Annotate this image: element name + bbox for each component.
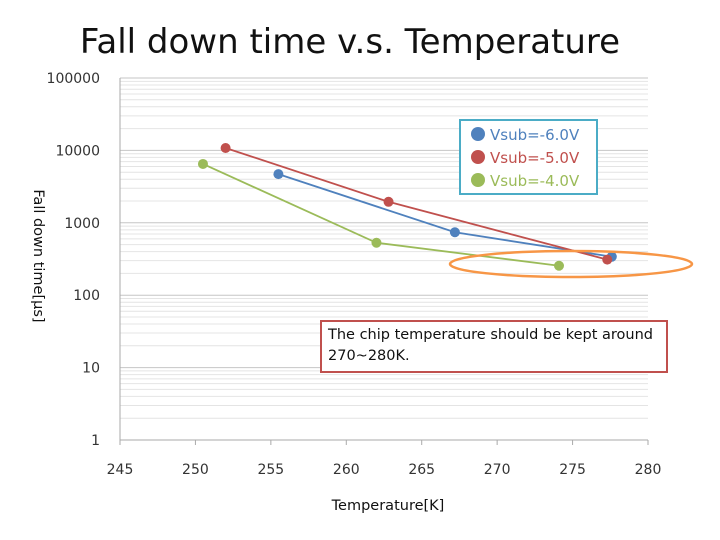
y-tick-label: 1000 <box>64 216 100 232</box>
x-axis-label: Temperature[K] <box>331 498 445 514</box>
annotation-note: The chip temperature should be kept arou… <box>320 320 668 373</box>
data-point <box>197 158 208 169</box>
legend-label: Vsub=-4.0V <box>490 172 580 190</box>
data-point <box>553 260 564 271</box>
y-tick-label: 10 <box>82 361 100 377</box>
data-point <box>449 227 460 238</box>
x-tick-label: 260 <box>333 462 360 478</box>
legend-marker <box>471 127 485 141</box>
legend-marker <box>471 173 485 187</box>
x-tick-label: 270 <box>484 462 511 478</box>
x-tick-label: 250 <box>182 462 209 478</box>
legend-label: Vsub=-5.0V <box>490 149 580 167</box>
x-tick-label: 275 <box>559 462 586 478</box>
y-tick-label: 1 <box>91 433 100 449</box>
chart-title: Fall down time v.s. Temperature <box>79 22 621 62</box>
x-tick-label: 265 <box>408 462 435 478</box>
data-point <box>371 237 382 248</box>
legend-marker <box>471 150 485 164</box>
highlight-ellipse <box>448 249 694 279</box>
y-tick-label: 100000 <box>47 71 100 87</box>
data-point <box>273 169 284 180</box>
y-axis-label: Fall down time[μs] <box>30 189 46 322</box>
x-tick-label: 255 <box>257 462 284 478</box>
data-point <box>220 142 231 153</box>
data-point <box>383 196 394 207</box>
x-tick-label: 245 <box>107 462 134 478</box>
data-series <box>197 142 617 271</box>
tick-labels: 1 10 100 1000 10000 100000 245 250 255 260 265 270 2… <box>47 71 662 478</box>
legend-label: Vsub=-6.0V <box>490 126 580 144</box>
y-tick-label: 100 <box>73 288 100 304</box>
data-point <box>602 254 613 265</box>
legend: Vsub=-6.0V Vsub=-5.0V Vsub=-4.0V <box>459 119 598 195</box>
x-tick-label: 280 <box>635 462 662 478</box>
axes <box>119 78 649 445</box>
y-tick-label: 10000 <box>55 143 100 159</box>
